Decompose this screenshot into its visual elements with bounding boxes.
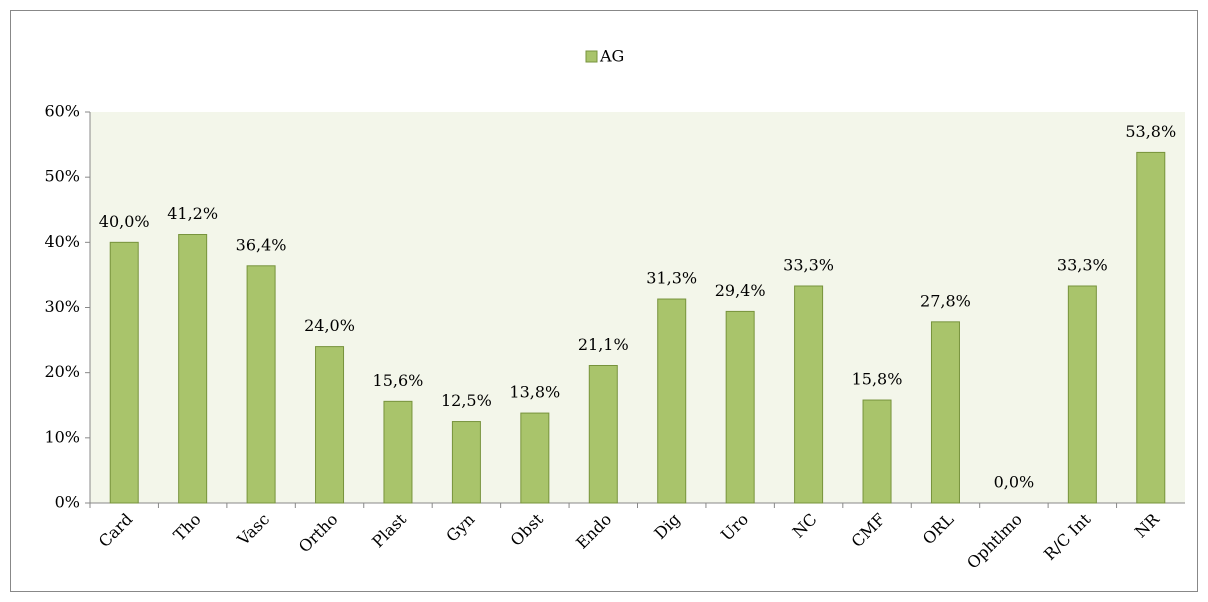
bar (315, 346, 345, 504)
bar (588, 364, 618, 504)
y-tick-label: 20% (44, 362, 80, 381)
bar (109, 241, 139, 504)
bar (451, 421, 481, 504)
y-tick-label: 0% (55, 493, 80, 512)
y-tick-label: 40% (44, 232, 80, 251)
bar (246, 265, 276, 504)
data-label: 40,0% (99, 212, 150, 231)
data-label: 27,8% (920, 291, 971, 310)
bar (1067, 285, 1097, 504)
y-tick-label: 50% (44, 167, 80, 186)
data-label: 29,4% (715, 281, 766, 300)
data-label: 12,5% (441, 391, 492, 410)
data-label: 31,3% (646, 269, 697, 288)
bar (383, 400, 413, 504)
bar (794, 285, 824, 504)
data-label: 0,0% (994, 473, 1035, 492)
y-tick-label: 30% (44, 297, 80, 316)
legend-label: AG (599, 47, 624, 66)
data-label: 13,8% (509, 383, 560, 402)
bar (862, 399, 892, 504)
bar (725, 310, 755, 504)
data-label: 36,4% (236, 235, 287, 254)
data-label: 15,8% (852, 370, 903, 389)
data-label: 21,1% (578, 335, 629, 354)
data-label: 24,0% (304, 316, 355, 335)
data-label: 33,3% (783, 255, 834, 274)
bar (930, 321, 960, 504)
bar (520, 412, 550, 504)
bar (657, 298, 687, 504)
data-label: 33,3% (1057, 255, 1108, 274)
y-tick-label: 10% (44, 427, 80, 446)
bar (1136, 151, 1166, 504)
data-label: 53,8% (1125, 122, 1176, 141)
data-label: 15,6% (373, 371, 424, 390)
data-label: 41,2% (167, 204, 218, 223)
y-tick-label: 60% (44, 102, 80, 121)
bar (178, 234, 208, 504)
legend-swatch (585, 50, 598, 63)
